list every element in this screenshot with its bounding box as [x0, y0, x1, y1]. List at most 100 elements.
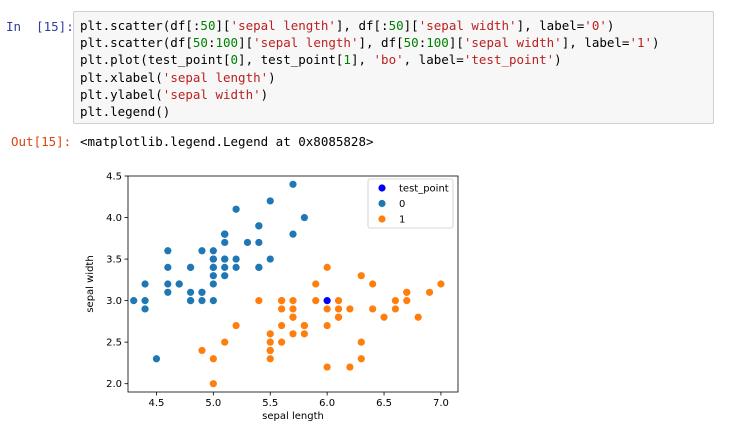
code-number: 50	[200, 18, 216, 33]
data-point-series-0	[186, 288, 195, 296]
code-text: ][	[403, 18, 419, 33]
data-point-series-0	[209, 247, 217, 255]
data-point-series-0	[221, 272, 229, 280]
data-point-series-1	[403, 288, 411, 296]
code-cell[interactable]: plt.scatter(df[:50]['sepal length'], df[…	[73, 11, 714, 124]
y-tick-label: 2.5	[106, 338, 122, 349]
code-line: plt.xlabel('sepal length')	[80, 69, 660, 86]
legend-label: 1	[399, 215, 405, 226]
data-point-series-1	[300, 330, 308, 338]
legend-marker	[378, 215, 386, 223]
code-line: plt.ylabel('sepal width')	[80, 86, 660, 103]
code-editor[interactable]: plt.scatter(df[:50]['sepal length'], df[…	[80, 17, 660, 120]
data-point-series-0	[266, 197, 274, 205]
y-tick-label: 4.0	[106, 213, 122, 224]
code-text: ], label=	[561, 35, 630, 51]
code-text: )	[260, 86, 269, 102]
data-point-series-0	[164, 247, 172, 255]
code-text: plt.ylabel(	[80, 86, 163, 102]
code-text: plt.scatter(df[	[80, 35, 193, 51]
legend-marker	[378, 199, 386, 208]
data-point-series-0	[255, 222, 263, 230]
data-point-series-0	[175, 280, 183, 288]
data-point-series-1	[198, 346, 206, 355]
code-text: ], test_point[	[238, 52, 344, 68]
x-tick-label: 5.5	[262, 398, 278, 409]
legend-marker	[378, 184, 386, 192]
plot-frame	[127, 175, 459, 393]
code-number: 50	[388, 18, 404, 33]
code-number: 100	[426, 35, 449, 51]
code-number: 50	[192, 35, 208, 51]
data-point-series-1	[323, 363, 331, 371]
code-line: plt.scatter(df[:50]['sepal length'], df[…	[80, 17, 660, 34]
data-point-series-1	[425, 288, 434, 296]
code-string: 'bo'	[373, 52, 404, 68]
data-point-series-0	[141, 305, 149, 313]
data-point-series-0	[164, 280, 172, 288]
code-string: 'sepal width'	[463, 35, 562, 51]
y-tick-label: 3.0	[106, 296, 122, 307]
output-text: <matplotlib.legend.Legend at 0x8085828>	[80, 134, 374, 149]
data-point-series-0	[221, 238, 229, 247]
code-text: ], label=	[516, 18, 585, 33]
data-point-series-0	[243, 238, 252, 247]
data-point-series-1	[357, 272, 365, 280]
y-tick-label: 3.5	[106, 255, 122, 266]
code-number: 0	[230, 52, 239, 68]
data-point-series-1	[266, 346, 274, 355]
legend-box	[367, 178, 454, 229]
code-text: plt.plot(test_point[	[80, 52, 231, 68]
data-point-series-1	[323, 263, 331, 271]
code-string: '1'	[629, 35, 653, 51]
data-point-series-1	[266, 355, 274, 363]
data-point-series-1	[380, 313, 388, 321]
code-text: ],	[350, 52, 374, 68]
data-point-series-1	[278, 305, 286, 313]
code-text: ][	[215, 18, 231, 33]
data-point-series-0	[209, 280, 217, 288]
data-point-series-1	[391, 305, 400, 313]
data-point-series-0	[209, 263, 217, 271]
data-point-series-1	[414, 313, 422, 321]
data-point-series-0	[164, 288, 172, 296]
data-point-series-1	[334, 297, 343, 305]
data-point-series-1	[391, 297, 400, 305]
code-line: plt.legend()	[80, 103, 660, 120]
x-tick-label: 4.5	[148, 398, 164, 409]
data-point-series-1	[266, 330, 274, 338]
code-text: , label=	[403, 52, 464, 68]
code-number: 100	[215, 35, 239, 51]
code-text: ][	[448, 35, 464, 51]
code-string: '0'	[584, 18, 607, 33]
x-tick-label: 7.0	[433, 398, 449, 409]
code-text: ][	[238, 35, 254, 51]
code-line: plt.plot(test_point[0], test_point[1], '…	[80, 51, 660, 68]
data-point-series-0	[141, 280, 149, 288]
data-point-series-1	[289, 313, 297, 321]
data-point-series-1	[346, 363, 354, 371]
code-text: plt.legend()	[80, 103, 171, 119]
code-text: ], df[	[358, 35, 404, 51]
data-point-series-test_point	[323, 297, 331, 305]
data-point-series-0	[289, 230, 297, 238]
data-point-series-1	[369, 305, 377, 313]
data-point-series-0	[232, 255, 240, 263]
data-point-series-1	[312, 297, 320, 305]
data-point-series-1	[209, 380, 217, 388]
data-point-series-0	[141, 297, 149, 305]
data-point-series-1	[278, 321, 286, 330]
code-string: 'sepal length'	[162, 69, 269, 85]
data-point-series-1	[266, 338, 274, 346]
data-point-series-0	[300, 213, 308, 222]
code-text: :	[418, 35, 427, 51]
data-point-series-0	[186, 297, 195, 305]
code-text: plt.xlabel(	[80, 69, 163, 85]
data-point-series-0	[232, 205, 240, 213]
data-point-series-0	[164, 263, 172, 271]
data-point-series-1	[300, 321, 308, 330]
data-point-series-1	[221, 338, 229, 346]
legend-label: 0	[399, 199, 405, 210]
data-point-series-1	[334, 305, 343, 313]
data-point-series-0	[152, 355, 161, 363]
